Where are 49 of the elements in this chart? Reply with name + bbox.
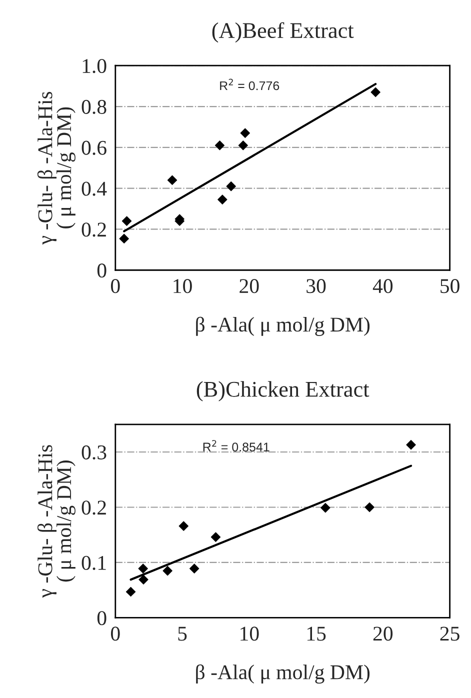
point: [119, 234, 129, 244]
point: [126, 586, 136, 597]
annotation: R$^{2}$ = 0.776: [220, 78, 280, 90]
point: [122, 216, 132, 226]
point: [370, 87, 380, 98]
y-tick-label: 0.2: [82, 222, 106, 237]
chart-title: (A)Beef Extract: [212, 22, 354, 43]
x-tick-label: 20: [373, 626, 393, 641]
point: [320, 502, 330, 513]
y-tick-label: 0: [97, 611, 106, 626]
x-axis-title: β -Ala( μ mol/g DM): [196, 316, 370, 336]
y-tick-label: 0: [97, 264, 106, 278]
point: [226, 181, 236, 192]
y-tick-label: 0.8: [82, 100, 106, 114]
x-tick-label: 5: [178, 626, 187, 641]
x-tick-label: 20: [240, 279, 259, 294]
x-tick-label: 10: [240, 626, 259, 641]
point: [214, 140, 225, 150]
y-tick-label: 0.1: [82, 556, 106, 570]
y-tick-label: 0.6: [82, 140, 106, 155]
chart-title: (B)Chicken Extract: [196, 381, 370, 402]
point: [364, 502, 374, 512]
y-tick-label: 0.2: [82, 500, 106, 515]
x-tick-label: 40: [372, 279, 393, 294]
point: [167, 175, 178, 186]
annotation: R$^{2}$ = 0.8541: [203, 440, 270, 452]
x-tick-label: 30: [306, 279, 326, 294]
x-tick-label: 15: [307, 626, 326, 641]
point: [162, 566, 172, 576]
x-tick-label: 50: [440, 279, 460, 294]
point: [240, 128, 250, 138]
point: [189, 564, 200, 574]
point: [218, 194, 228, 204]
point: [178, 521, 188, 531]
point: [406, 440, 416, 450]
y-axis-title: γ -Glu- β -Ala-His ( μ mol/g DM): [37, 445, 76, 598]
x-axis-title: β -Ala( μ mol/g DM): [196, 664, 370, 684]
x-tick-label: 0: [110, 279, 120, 294]
y-tick-label: 0.4: [82, 182, 107, 196]
point: [210, 532, 221, 542]
y-axis-title: γ -Glu- β -Ala-His ( μ mol/g DM): [37, 92, 76, 245]
point: [238, 140, 248, 150]
x-tick-label: 0: [110, 626, 120, 641]
point: [138, 574, 148, 584]
point: [138, 564, 148, 574]
x-tick-label: 25: [440, 626, 460, 641]
y-tick-label: 0.3: [82, 445, 106, 460]
x-tick-label: 10: [174, 279, 192, 294]
y-tick-label: 1.0: [82, 58, 106, 74]
